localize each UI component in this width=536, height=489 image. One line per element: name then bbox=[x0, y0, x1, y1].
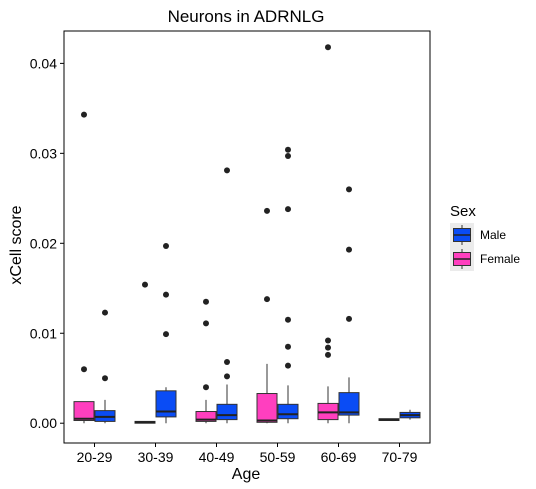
outlier-point bbox=[346, 186, 352, 193]
y-axis-title: xCell score bbox=[8, 205, 25, 284]
outlier-point bbox=[285, 146, 291, 153]
x-tick-label: 50-59 bbox=[260, 449, 296, 465]
x-tick-label: 20-29 bbox=[77, 449, 113, 465]
x-tick-label: 70-79 bbox=[382, 449, 418, 465]
outlier-point bbox=[81, 111, 87, 118]
outlier-point bbox=[163, 331, 169, 338]
outlier-point bbox=[163, 242, 169, 249]
plot-panel-border bbox=[63, 30, 431, 444]
box-female-20-29 bbox=[73, 111, 95, 424]
x-tick-label: 30-39 bbox=[138, 449, 174, 465]
outlier-point bbox=[264, 207, 270, 214]
box-male-60-69 bbox=[338, 186, 360, 424]
x-tick-label: 60-69 bbox=[321, 449, 357, 465]
outlier-point bbox=[325, 351, 331, 358]
outlier-point bbox=[285, 153, 291, 160]
box-female-50-59 bbox=[256, 207, 278, 424]
outlier-point bbox=[224, 359, 230, 366]
box-male-50-59 bbox=[277, 146, 299, 424]
y-tick-label: 0.02 bbox=[30, 235, 57, 251]
box-body bbox=[195, 411, 217, 422]
outlier-point bbox=[346, 315, 352, 322]
box-body bbox=[256, 393, 278, 423]
outlier-point bbox=[163, 291, 169, 298]
box-male-30-39 bbox=[155, 242, 177, 424]
outlier-point bbox=[224, 167, 230, 174]
outlier-point bbox=[81, 366, 87, 373]
legend: Sex Male Female bbox=[450, 203, 520, 271]
legend-label: Male bbox=[480, 228, 506, 242]
outlier-point bbox=[346, 246, 352, 253]
outlier-point bbox=[203, 384, 209, 391]
outlier-point bbox=[285, 362, 291, 369]
outlier-point bbox=[325, 344, 331, 351]
y-tick-label: 0.00 bbox=[30, 415, 57, 431]
outlier-point bbox=[102, 375, 108, 382]
y-tick-label: 0.03 bbox=[30, 145, 57, 161]
outlier-point bbox=[224, 373, 230, 380]
box-male-20-29 bbox=[94, 309, 116, 424]
box-male-40-49 bbox=[216, 167, 238, 424]
legend-label: Female bbox=[480, 252, 520, 266]
outlier-point bbox=[102, 309, 108, 316]
box-female-40-49 bbox=[195, 298, 217, 424]
box-male-70-79 bbox=[399, 409, 421, 420]
box-female-70-79 bbox=[378, 418, 400, 422]
outlier-point bbox=[285, 343, 291, 350]
outlier-point bbox=[203, 298, 209, 305]
box-body bbox=[73, 401, 95, 422]
legend-title: Sex bbox=[450, 203, 476, 220]
plot-area: 0.00 0.01 0.02 0.03 0.04 20-29 30-39 40-49 50-59… bbox=[30, 30, 431, 465]
outlier-point bbox=[264, 296, 270, 303]
outlier-point bbox=[142, 281, 148, 288]
box-body bbox=[277, 403, 299, 420]
box-body bbox=[155, 390, 177, 418]
outlier-point bbox=[325, 337, 331, 344]
box-body bbox=[338, 392, 360, 416]
outlier-point bbox=[285, 206, 291, 213]
y-tick-label: 0.04 bbox=[30, 55, 57, 71]
outlier-point bbox=[325, 44, 331, 51]
y-tick-label: 0.01 bbox=[30, 325, 57, 341]
box-female-30-39 bbox=[134, 281, 156, 424]
box-body bbox=[216, 403, 238, 421]
legend-entry-female: Female bbox=[450, 247, 520, 271]
box-female-60-69 bbox=[317, 44, 339, 424]
chart-title: Neurons in ADRNLG bbox=[168, 7, 325, 26]
outlier-point bbox=[203, 320, 209, 327]
outlier-point bbox=[285, 316, 291, 323]
x-axis-title: Age bbox=[232, 466, 261, 483]
x-tick-label: 40-49 bbox=[199, 449, 235, 465]
legend-entry-male: Male bbox=[450, 223, 506, 247]
